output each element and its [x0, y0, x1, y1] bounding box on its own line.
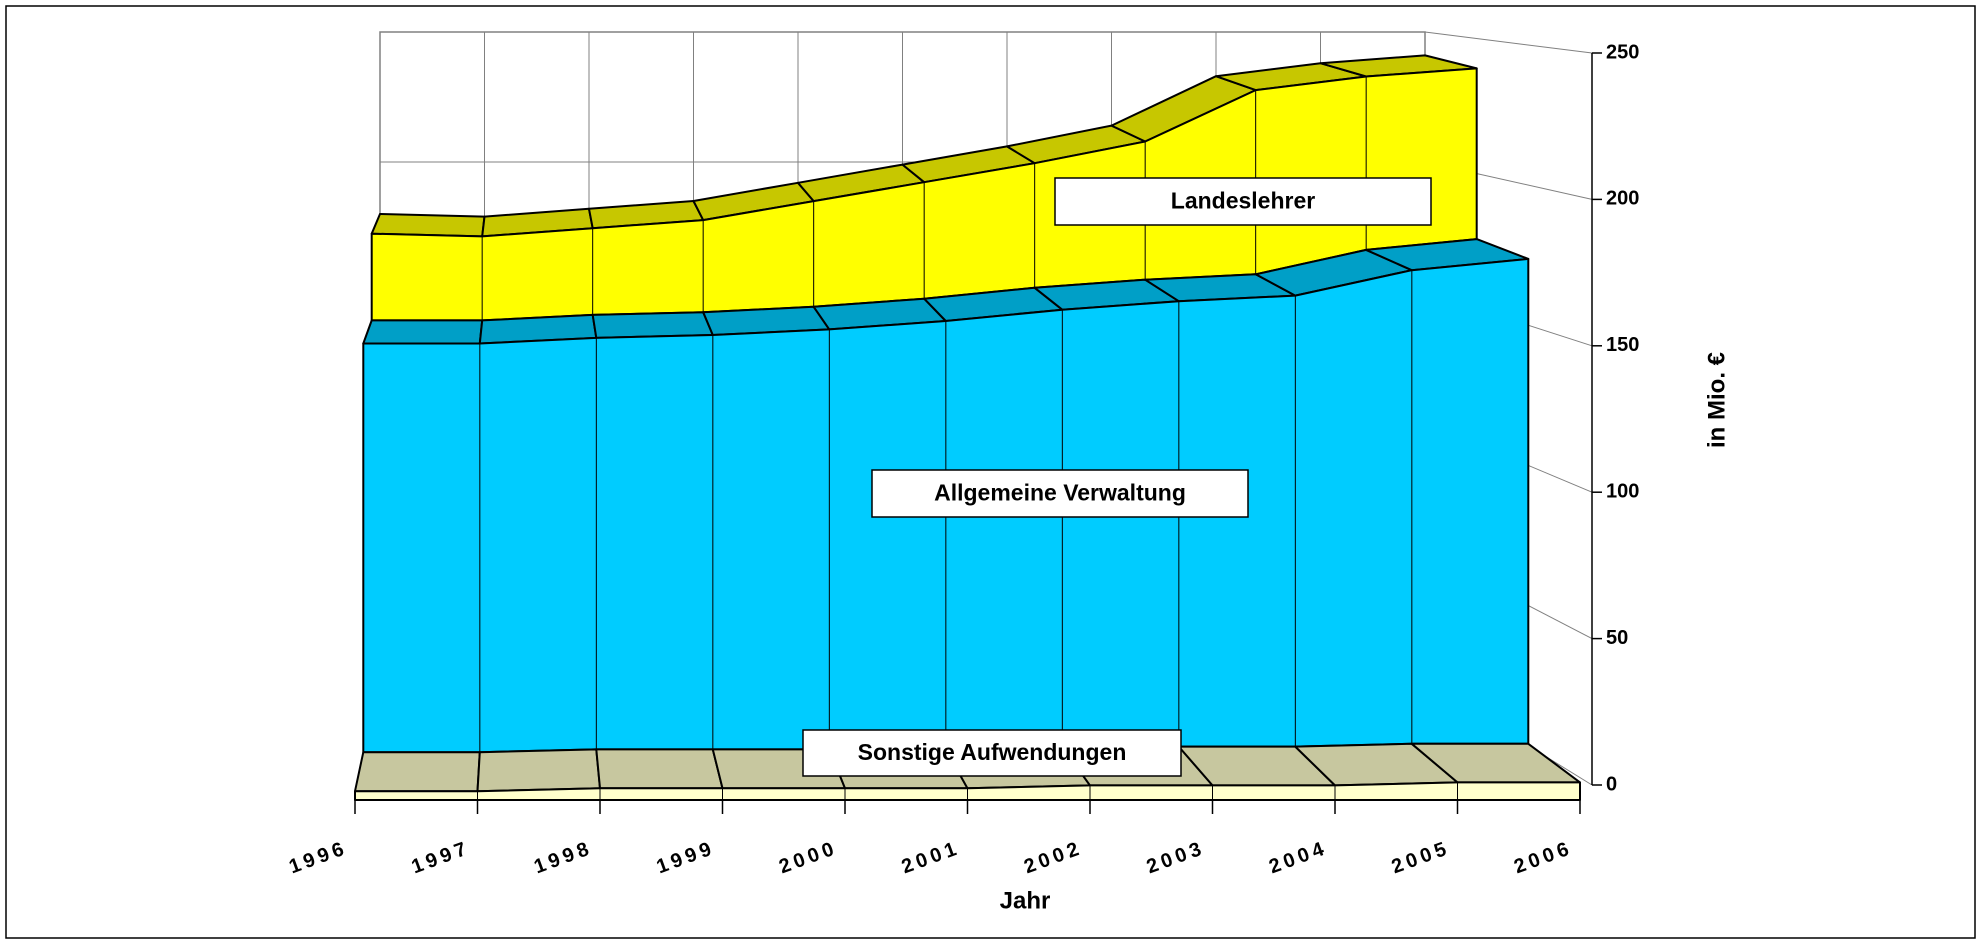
- area-top-face: [354, 751, 481, 793]
- y-tick-label: 150: [1606, 334, 1639, 356]
- series-label: Sonstige Aufwendungen: [858, 739, 1127, 765]
- series-label-box: [1054, 177, 1432, 226]
- y-tick-label: 200: [1606, 188, 1639, 210]
- y-tick-label: 50: [1606, 627, 1628, 649]
- area-top-face: [591, 311, 714, 339]
- series-label-box: [871, 469, 1249, 518]
- x-axis-label: Jahr: [1000, 887, 1051, 914]
- y-tick-label: 0: [1606, 773, 1617, 795]
- series-label-box: [802, 729, 1182, 777]
- grid-line: [1424, 31, 1593, 54]
- area-top-face: [476, 748, 601, 793]
- y-tick-label: 250: [1606, 41, 1639, 63]
- area-top-face: [595, 748, 724, 790]
- series-label: Allgemeine Verwaltung: [934, 480, 1186, 506]
- y-tick-label: 100: [1606, 480, 1639, 502]
- y-axis-label: in Mio. €: [1703, 352, 1730, 448]
- area-top-face: [370, 213, 486, 238]
- area-top-face: [362, 319, 484, 345]
- series-label: Landeslehrer: [1171, 188, 1315, 214]
